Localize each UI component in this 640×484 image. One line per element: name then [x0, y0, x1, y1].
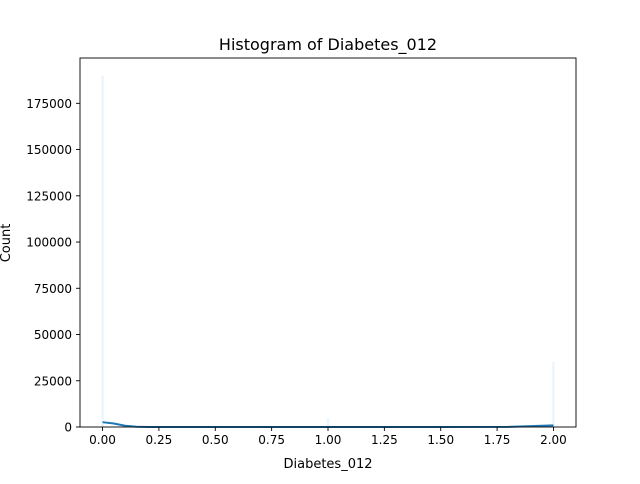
y-tick-label: 25000: [34, 374, 72, 388]
histogram-bar: [326, 418, 330, 428]
y-tick-label: 75000: [34, 282, 72, 296]
plot-area: 0.00 0.25 0.50 0.75 1.00 1.25 1.50 1.75 2.00 0 250…: [26, 57, 577, 447]
y-tick-label: 50000: [34, 328, 72, 342]
x-tick-label: 1.25: [371, 433, 398, 447]
y-tick-label: 0: [64, 421, 72, 435]
axes-frame: [79, 57, 577, 428]
chart-title: Histogram of Diabetes_012: [219, 35, 437, 55]
x-tick-label: 0.75: [258, 433, 285, 447]
x-tick-label: 0.50: [202, 433, 229, 447]
y-tick-label: 150000: [26, 143, 72, 157]
x-tick-label: 0.25: [146, 433, 173, 447]
x-axis-label: Diabetes_012: [283, 457, 372, 472]
y-axis-label: Count: [0, 224, 14, 263]
x-tick-label: 0.00: [89, 433, 116, 447]
y-tick-label: 125000: [26, 189, 72, 203]
histogram-bar: [101, 75, 104, 428]
x-tick-label: 1.75: [484, 433, 511, 447]
x-tick-label: 1.50: [427, 433, 454, 447]
y-tick-label: 100000: [26, 236, 72, 250]
histogram-bar: [552, 361, 555, 428]
x-tick-label: 2.00: [540, 433, 567, 447]
x-tick-label: 1.00: [315, 433, 342, 447]
y-tick-label: 175000: [26, 97, 72, 111]
